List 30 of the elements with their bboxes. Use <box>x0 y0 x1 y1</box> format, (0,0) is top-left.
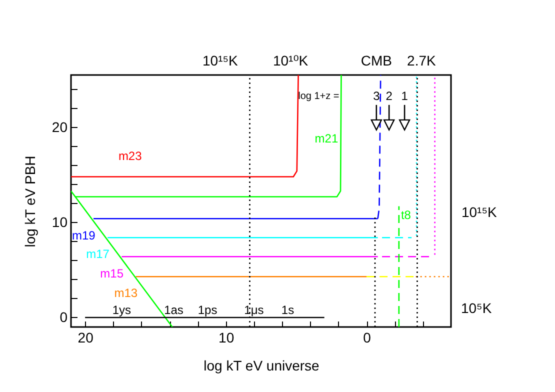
series-label: m19 <box>72 228 96 243</box>
annotation: 1μs <box>244 302 264 317</box>
y-tick-label: 0 <box>60 308 68 325</box>
text: 10¹⁰K <box>272 52 309 69</box>
y-tick-label: 20 <box>52 118 68 135</box>
text: 10¹⁵K <box>202 52 239 69</box>
annotation: 1ys <box>112 302 132 317</box>
series-label: m15 <box>100 266 124 281</box>
x-tick-label: 10 <box>218 330 234 346</box>
annotation: 2 <box>386 88 393 103</box>
annotation: 1ps <box>198 302 218 317</box>
x-tick-label: 0 <box>363 330 372 346</box>
series-label: t8 <box>400 208 412 222</box>
series-label: m23 <box>118 148 142 163</box>
text: 10⁵K <box>460 300 492 316</box>
series-label: m13 <box>114 286 138 300</box>
text: CMB <box>360 52 392 69</box>
series-label: m21 <box>314 132 338 146</box>
annotation: log 1+z = <box>298 90 340 102</box>
series-label: m17 <box>86 246 110 261</box>
annotation: 1as <box>164 302 184 317</box>
annotation: 1 <box>401 88 408 103</box>
x-tick-label: 20 <box>78 330 94 346</box>
annotation: 1s <box>281 302 294 317</box>
y-axis-title: log kT eV PBH <box>22 156 38 248</box>
text: 10¹⁵K <box>461 204 498 220</box>
text: 2.7K <box>407 52 436 69</box>
x-axis-title: log kT eV universe <box>204 358 320 374</box>
y-tick-label: 10 <box>52 214 68 230</box>
annotation: 3 <box>373 88 380 103</box>
